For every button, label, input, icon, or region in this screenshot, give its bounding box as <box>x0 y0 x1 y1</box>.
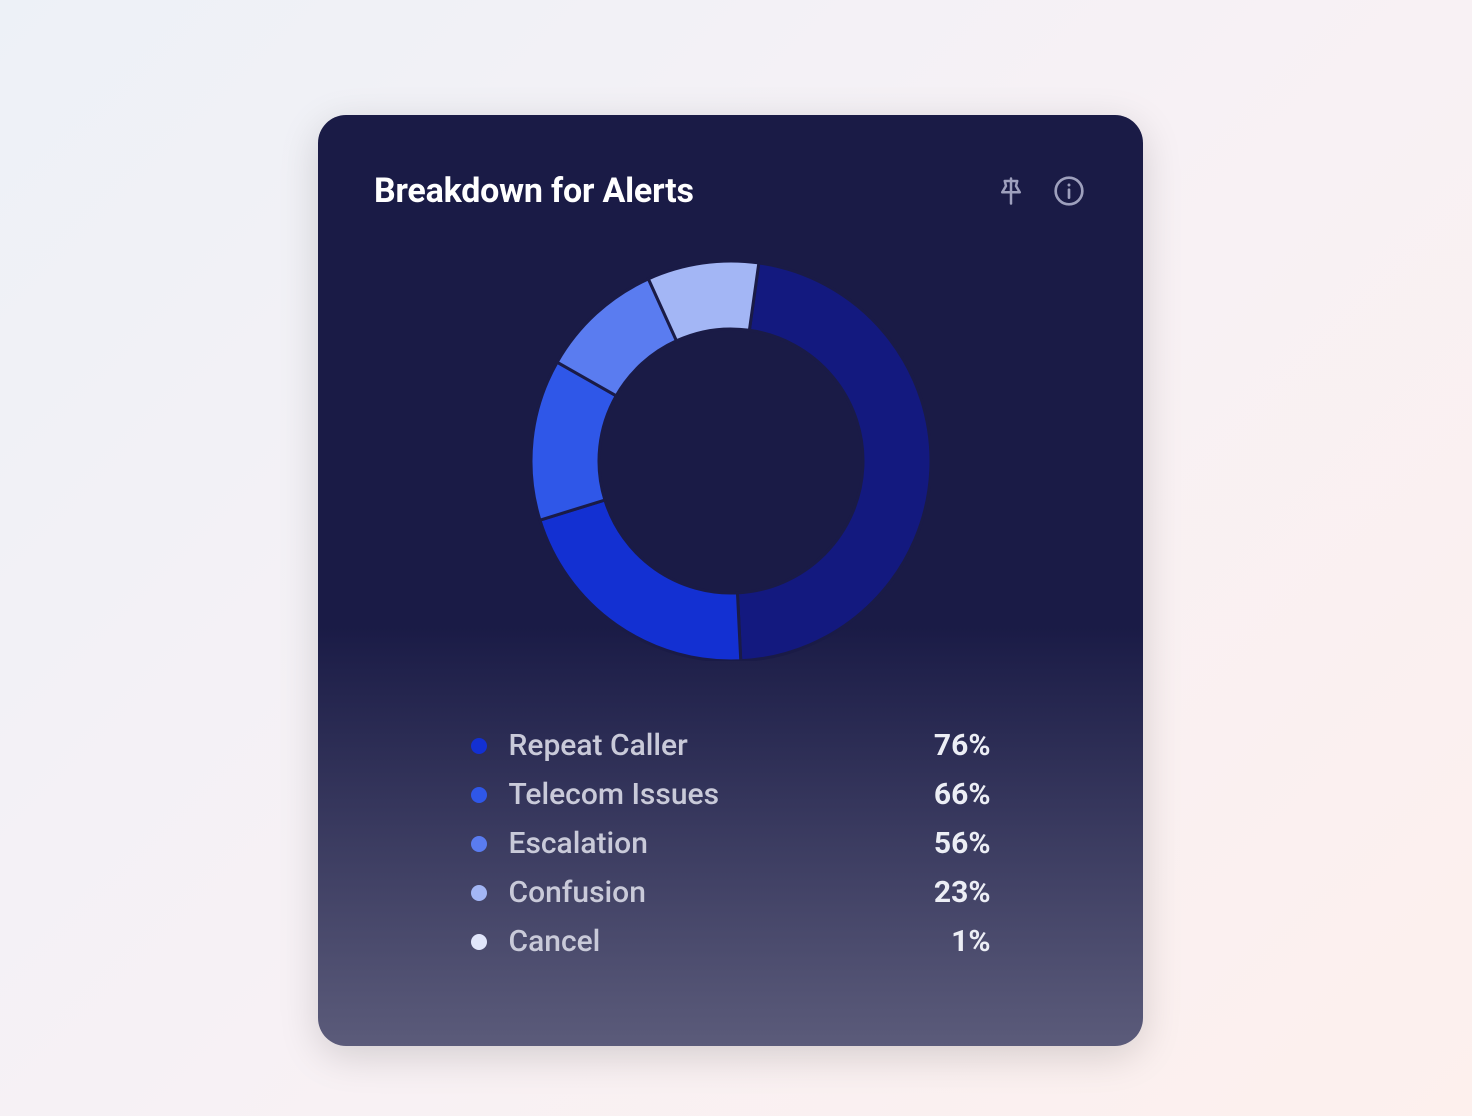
donut-segment <box>539 500 740 661</box>
legend-row: Telecom Issues66% <box>471 770 991 819</box>
legend-value: 23% <box>934 875 991 910</box>
legend-row: Cancel1% <box>471 917 991 966</box>
legend-label: Telecom Issues <box>509 777 934 812</box>
legend-label: Cancel <box>509 924 952 959</box>
donut-chart <box>531 261 931 661</box>
card-header: Breakdown for Alerts <box>374 171 1087 211</box>
legend-value: 56% <box>934 826 991 861</box>
info-icon[interactable] <box>1051 173 1087 209</box>
legend-value: 76% <box>934 728 991 763</box>
legend-row: Confusion23% <box>471 868 991 917</box>
header-icons <box>993 173 1087 209</box>
legend-label: Confusion <box>509 875 934 910</box>
legend-dot <box>471 885 487 901</box>
donut-segment <box>737 263 931 661</box>
legend-dot <box>471 836 487 852</box>
legend-row: Repeat Caller76% <box>471 721 991 770</box>
legend: Repeat Caller76%Telecom Issues66%Escalat… <box>471 721 991 966</box>
legend-row: Escalation56% <box>471 819 991 868</box>
pin-icon[interactable] <box>993 173 1029 209</box>
legend-value: 66% <box>934 777 991 812</box>
legend-label: Escalation <box>509 826 934 861</box>
legend-dot <box>471 787 487 803</box>
card-title: Breakdown for Alerts <box>374 171 694 211</box>
legend-dot <box>471 738 487 754</box>
donut-chart-container <box>374 261 1087 661</box>
alerts-breakdown-card: Breakdown for Alerts Repeat Caller76%Tel… <box>318 115 1143 1046</box>
legend-label: Repeat Caller <box>509 728 934 763</box>
legend-dot <box>471 934 487 950</box>
legend-value: 1% <box>951 924 990 959</box>
